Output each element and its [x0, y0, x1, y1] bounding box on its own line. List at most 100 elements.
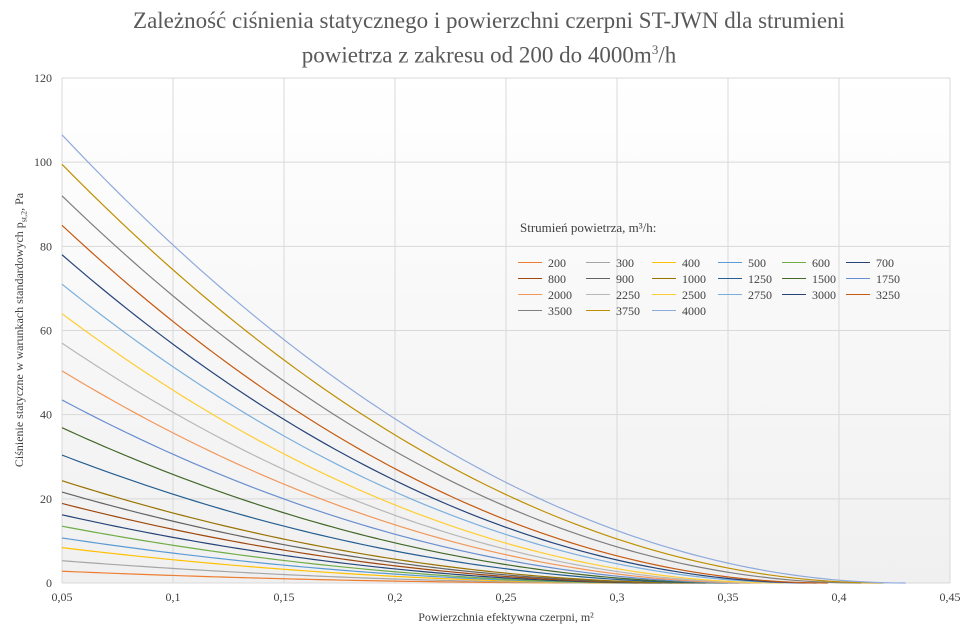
series-line-1000 [61, 480, 706, 584]
y-tick-label: 40 [40, 408, 52, 422]
legend-label: 300 [616, 256, 634, 270]
legend-label: 2000 [548, 288, 572, 302]
legend-item: 600 [782, 256, 830, 272]
legend-label: 4000 [682, 304, 706, 318]
legend-label: 2500 [682, 288, 706, 302]
legend-label: 3000 [812, 288, 836, 302]
legend-item: 1500 [782, 272, 836, 288]
legend-swatch [718, 261, 742, 263]
y-tick-label: 100 [34, 155, 52, 169]
legend-item: 1750 [846, 272, 900, 288]
legend-swatch [586, 261, 610, 263]
y-tick-label: 60 [40, 324, 52, 338]
chart-title-line2: powietrza z zakresu od 200 do 4000m3/h [301, 42, 677, 68]
y-tick-label: 120 [34, 71, 52, 85]
legend-swatch [586, 309, 610, 311]
legend-item: 2500 [652, 288, 706, 304]
legend-swatch [518, 277, 542, 279]
legend-label: 500 [748, 256, 766, 270]
series-line-900 [61, 491, 695, 584]
legend-swatch [518, 309, 542, 311]
legend-title: Strumień powietrza, m³/h: [520, 220, 657, 235]
x-tick-label: 0,45 [940, 590, 961, 604]
chart-title-line1: Zależność ciśnienia statycznego i powier… [133, 8, 845, 33]
legend-label: 400 [682, 256, 700, 270]
legend-swatch [518, 261, 542, 263]
legend-item: 400 [652, 256, 700, 272]
legend-label: 600 [812, 256, 830, 270]
legend-label: 1250 [748, 272, 772, 286]
series-line-800 [61, 502, 684, 584]
series-line-600 [61, 525, 662, 584]
legend-item: 200 [518, 256, 566, 272]
legend-label: 1750 [876, 272, 900, 286]
series-line-4000 [61, 134, 906, 584]
legend-label: 800 [548, 272, 566, 286]
x-tick-label: 0,05 [52, 590, 73, 604]
legend-swatch [652, 277, 676, 279]
legend-item: 500 [718, 256, 766, 272]
legend-swatch [652, 293, 676, 295]
legend-swatch [586, 277, 610, 279]
x-tick-label: 0,25 [496, 590, 517, 604]
legend-item: 3500 [518, 304, 572, 320]
legend-label: 3250 [876, 288, 900, 302]
x-tick-label: 0,2 [388, 590, 403, 604]
legend-swatch [652, 309, 676, 311]
x-tick-label: 0,3 [610, 590, 625, 604]
legend-label: 1000 [682, 272, 706, 286]
legend-swatch [652, 261, 676, 263]
legend-item: 3250 [846, 288, 900, 304]
legend-item: 4000 [652, 304, 706, 320]
legend-item: 3000 [782, 288, 836, 304]
x-tick-label: 0,15 [274, 590, 295, 604]
legend-swatch [846, 277, 870, 279]
legend-item: 3750 [586, 304, 640, 320]
x-axis-label: Powierzchnia efektywna czerpni, m² [418, 610, 594, 624]
y-axis-label: Ciśnienie statyczne w warunkach standard… [12, 192, 29, 468]
series-line-3250 [61, 224, 828, 584]
series-line-2750 [61, 283, 806, 584]
y-tick-label: 80 [40, 239, 52, 253]
legend-label: 900 [616, 272, 634, 286]
legend-item: 2250 [586, 288, 640, 304]
series-lines [61, 134, 906, 584]
x-tick-label: 0,35 [718, 590, 739, 604]
chart-title: Zależność ciśnienia statycznego i powier… [0, 6, 978, 70]
legend-item: 700 [846, 256, 894, 272]
series-line-2000 [61, 370, 762, 584]
legend-item: 1250 [718, 272, 772, 288]
y-tick-label: 0 [46, 576, 52, 590]
legend-item: 900 [586, 272, 634, 288]
series-line-3750 [61, 163, 884, 584]
legend-label: 200 [548, 256, 566, 270]
series-line-1750 [61, 399, 751, 584]
legend-swatch [782, 293, 806, 295]
series-line-700 [61, 514, 673, 584]
x-axis-ticks: 0,05 0,1 0,15 0,2 0,25 0,3 0,35 0,4 0,45 [52, 590, 961, 604]
x-tick-label: 0,1 [166, 590, 181, 604]
x-tick-label: 0,4 [832, 590, 847, 604]
legend-item: 300 [586, 256, 634, 272]
legend-swatch [718, 277, 742, 279]
legend-label: 3750 [616, 304, 640, 318]
legend-swatch [782, 277, 806, 279]
y-axis-ticks: 0 20 40 60 80 100 120 [34, 71, 52, 590]
legend-swatch [846, 261, 870, 263]
legend-swatch [518, 293, 542, 295]
series-line-3000 [61, 254, 817, 584]
series-line-2500 [61, 313, 784, 584]
legend-label: 3500 [548, 304, 572, 318]
series-line-1250 [61, 454, 729, 584]
legend-swatch [718, 293, 742, 295]
y-tick-label: 20 [40, 492, 52, 506]
legend-label: 2750 [748, 288, 772, 302]
series-line-2250 [61, 342, 773, 584]
legend-label: 2250 [616, 288, 640, 302]
legend-item: 1000 [652, 272, 706, 288]
legend-item: 800 [518, 272, 566, 288]
legend-label: 1500 [812, 272, 836, 286]
legend-swatch [586, 293, 610, 295]
legend-item: 2000 [518, 288, 572, 304]
